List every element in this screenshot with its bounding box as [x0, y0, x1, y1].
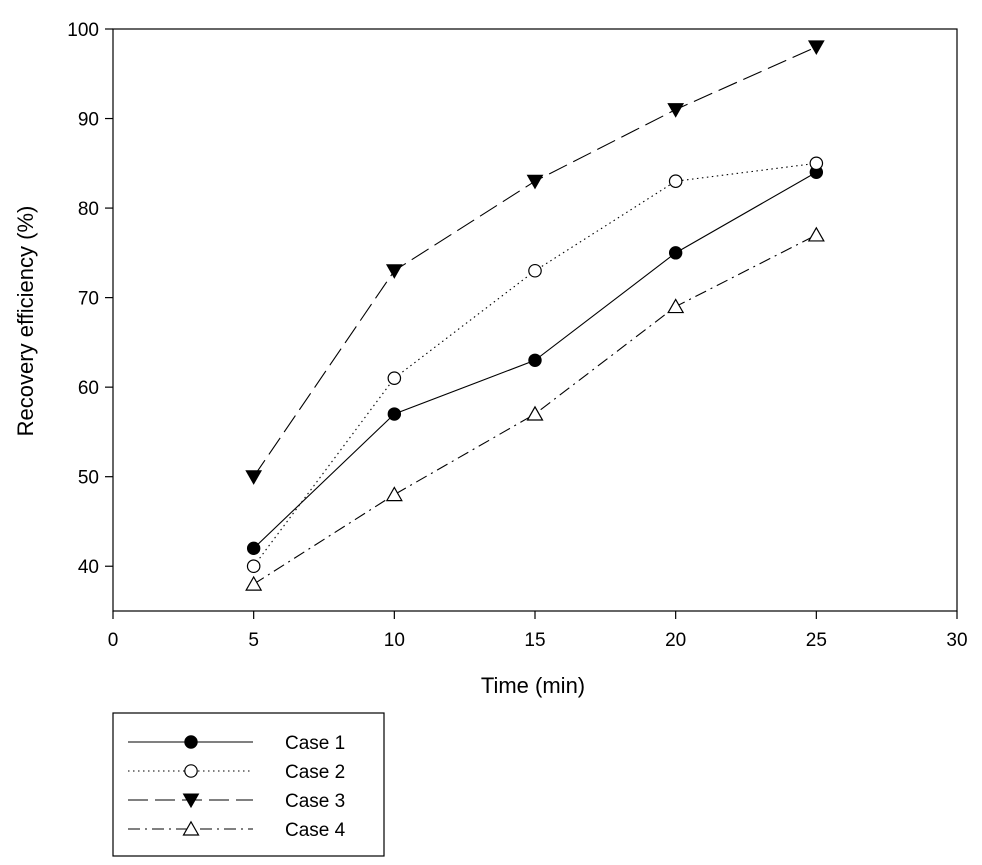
plot-frame [112, 28, 958, 612]
series-case-1 [246, 165, 824, 556]
x-tick-label: 20 [665, 630, 686, 651]
case-1-point [387, 407, 402, 421]
case-4-point [667, 298, 685, 314]
x-tick-label: 0 [108, 630, 119, 651]
case-3-point [667, 103, 685, 118]
legend: Case 1 Case 2 Case 3 Case 4 [128, 733, 346, 841]
case-1-point [668, 246, 683, 260]
y-tick-label: 40 [78, 557, 99, 578]
series-case-4 [245, 226, 825, 591]
legend-item-case-3: Case 3 [128, 791, 345, 812]
legend-box [112, 712, 385, 857]
legend-label: Case 1 [285, 733, 345, 754]
case-4-point [526, 405, 544, 421]
y-tick-label: 80 [78, 199, 99, 220]
y-axis-label: Recovery efficiency (%) [13, 206, 38, 437]
y-tick-label: 50 [78, 468, 99, 489]
case-3-point [526, 174, 544, 190]
legend-item-case-1: Case 1 [128, 733, 345, 754]
case-2-point [387, 371, 402, 385]
case-2-line [253, 162, 817, 567]
legend-marker [182, 820, 200, 836]
case-1-point [528, 353, 542, 367]
series-case-2 [246, 156, 824, 574]
x-tick-label: 5 [248, 630, 259, 651]
case-4-point [807, 226, 825, 242]
y-tick-label: 60 [78, 378, 99, 399]
case-2-point [246, 559, 261, 574]
case-4-line [253, 234, 817, 585]
x-axis: 0 5 10 15 20 25 30 [108, 611, 968, 651]
case-2-point [528, 263, 542, 278]
y-tick-label: 70 [78, 289, 99, 310]
legend-marker [184, 764, 198, 778]
case-1-point [246, 541, 261, 556]
case-2-point [668, 174, 683, 189]
x-tick-label: 25 [806, 630, 827, 651]
x-tick-label: 30 [946, 630, 967, 651]
case-3-point [385, 264, 403, 279]
legend-label: Case 4 [285, 820, 346, 841]
legend-marker [182, 793, 200, 809]
series-case-3 [245, 40, 825, 485]
case-3-point [807, 40, 825, 56]
legend-marker [184, 735, 198, 749]
y-tick-label: 90 [78, 110, 99, 131]
y-tick-label: 100 [67, 20, 99, 41]
x-tick-label: 10 [384, 630, 405, 651]
y-axis: 40 50 60 70 80 90 100 [67, 20, 113, 578]
x-axis-label: Time (min) [481, 673, 585, 698]
legend-item-case-2: Case 2 [128, 762, 345, 783]
case-4-point [245, 575, 263, 591]
legend-label: Case 2 [285, 762, 345, 783]
x-tick-label: 15 [524, 630, 545, 651]
case-4-point [385, 486, 403, 502]
case-2-point [809, 156, 824, 171]
legend-item-case-4: Case 4 [128, 820, 346, 841]
legend-label: Case 3 [285, 791, 345, 812]
series-layer [245, 40, 825, 591]
case-3-point [245, 470, 263, 485]
